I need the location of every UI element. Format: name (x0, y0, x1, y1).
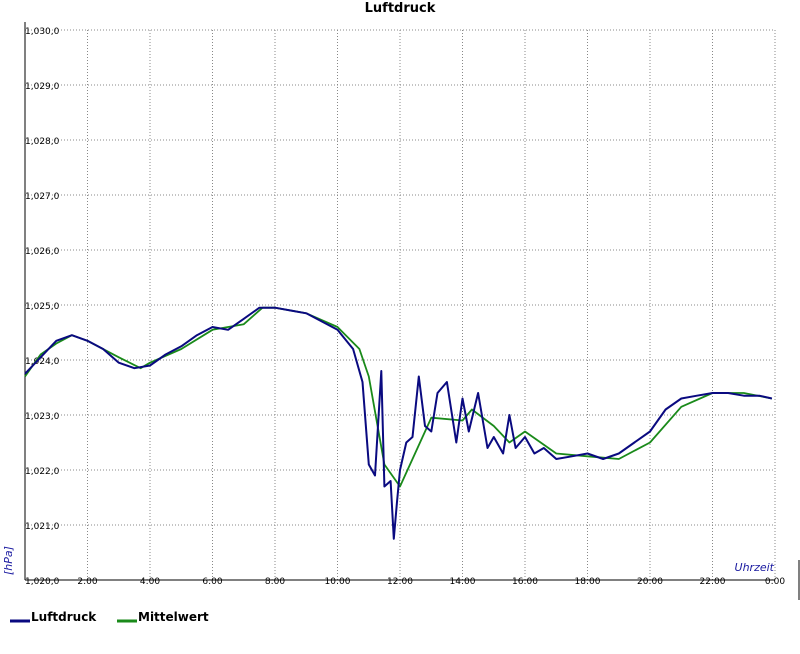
x-tick-label: 16:00 (512, 577, 538, 587)
x-tick-label: 12:00 (387, 577, 413, 587)
series-line (24, 306, 773, 488)
y-tick-label: 1,021,0 (25, 522, 60, 532)
y-tick-label: 1,027,0 (25, 192, 60, 202)
x-tick-label: 22:00 (700, 577, 726, 587)
x-tick-label: 10:00 (325, 577, 351, 587)
y-tick-label: 1,029,0 (25, 82, 60, 92)
y-tick-label: 1,025,0 (25, 302, 60, 312)
x-axis-label: Uhrzeit (735, 561, 775, 574)
y-tick-label: 1,022,0 (25, 467, 60, 477)
x-tick-label: 8:00 (265, 577, 285, 587)
x-tick-label: 4:00 (140, 577, 160, 587)
y-tick-label: 1,028,0 (25, 137, 60, 147)
y-tick-label: 1,023,0 (25, 412, 60, 422)
x-tick-label: 0:00 (765, 577, 785, 587)
chart-title: Luftdruck (365, 1, 436, 16)
y-tick-label: 1,020,0 (25, 577, 60, 587)
x-tick-label: 20:00 (637, 577, 663, 587)
x-tick-label: 14:00 (450, 577, 476, 587)
x-tick-label: 2:00 (77, 577, 97, 587)
x-tick-label: 6:00 (202, 577, 222, 587)
y-tick-label: 1,030,0 (25, 27, 60, 37)
legend-label: Mittelwert (138, 610, 209, 624)
x-tick-label: 18:00 (575, 577, 601, 587)
legend-label: Luftdruck (31, 610, 97, 624)
series-line (24, 306, 773, 540)
y-axis-label: [hPa] (2, 546, 15, 575)
y-tick-label: 1,026,0 (25, 247, 60, 257)
y-tick-label: 1,024,0 (25, 357, 60, 367)
